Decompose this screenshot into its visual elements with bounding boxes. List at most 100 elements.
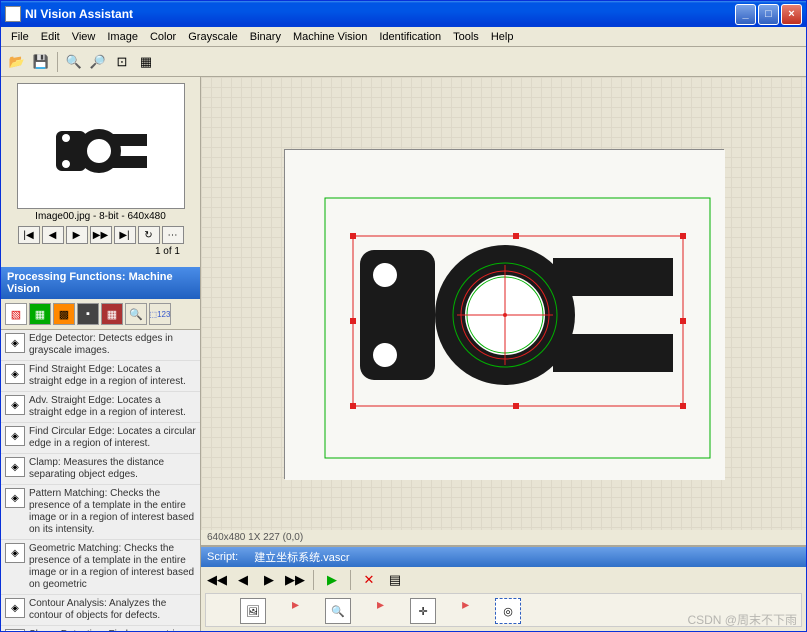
window-title: NI Vision Assistant: [25, 7, 733, 21]
function-icon: ◈: [5, 488, 25, 508]
script-prev-icon[interactable]: ◀◀: [206, 569, 228, 591]
app-icon: [5, 6, 21, 22]
function-desc: Find Straight Edge: Locates a straight e…: [29, 364, 196, 388]
function-item[interactable]: ◈Find Circular Edge: Locates a circular …: [1, 423, 200, 454]
script-back-icon[interactable]: ◀: [232, 569, 254, 591]
cat-icon-3[interactable]: ▩: [53, 303, 75, 325]
menu-grayscale[interactable]: Grayscale: [182, 29, 244, 45]
step-icon: ◎: [495, 598, 521, 624]
app-window: NI Vision Assistant _ □ × File Edit View…: [0, 0, 807, 632]
script-delete-icon[interactable]: ✕: [358, 569, 380, 591]
cat-icon-7[interactable]: ⬚123: [149, 303, 171, 325]
open-icon[interactable]: 📂: [6, 51, 28, 73]
menu-color[interactable]: Color: [144, 29, 182, 45]
cat-icon-4[interactable]: ▪: [77, 303, 99, 325]
menu-binary[interactable]: Binary: [244, 29, 287, 45]
function-item[interactable]: ◈Shape Detection: Finds geometric shapes…: [1, 626, 200, 631]
function-icon: ◈: [5, 598, 25, 618]
zoom-fit-icon[interactable]: ⊡: [111, 51, 133, 73]
script-step[interactable]: 🖼 Original Image: [214, 598, 292, 627]
function-icon: ◈: [5, 364, 25, 384]
menu-tools[interactable]: Tools: [447, 29, 485, 45]
function-icon: ◈: [5, 426, 25, 446]
function-item[interactable]: ◈Edge Detector: Detects edges in graysca…: [1, 330, 200, 361]
cat-icon-2[interactable]: ▦: [29, 303, 51, 325]
function-desc: Clamp: Measures the distance separating …: [29, 457, 196, 481]
cat-icon-5[interactable]: ▦: [101, 303, 123, 325]
menu-help[interactable]: Help: [485, 29, 520, 45]
nav-first-icon[interactable]: |◀: [18, 226, 40, 244]
script-step[interactable]: ◎ Find Circular Edge 1: [469, 598, 547, 627]
page-indicator: 1 of 1: [7, 244, 194, 261]
script-step[interactable]: 🔍 Pattern Matching 1: [299, 598, 377, 627]
menu-machine-vision[interactable]: Machine Vision: [287, 29, 373, 45]
thumbnail-label: Image00.jpg - 8-bit - 640x480: [7, 211, 194, 222]
watermark: CSDN @周末不下雨: [687, 611, 797, 628]
script-toolbar: ◀◀ ◀ ▶ ▶▶ ▶ ✕ ▤: [201, 567, 806, 593]
step-arrow-icon: ▸: [377, 596, 384, 613]
function-list[interactable]: ◈Edge Detector: Detects edges in graysca…: [1, 330, 200, 631]
script-header: Script: 建立坐标系统.vascr: [201, 547, 806, 567]
step-arrow-icon: ▸: [292, 596, 299, 613]
nav-prev-icon[interactable]: ◀: [42, 226, 64, 244]
script-step[interactable]: ✛ Set Coordinate System 1: [384, 598, 462, 627]
cat-icon-6[interactable]: 🔍: [125, 303, 147, 325]
step-arrow-icon: ▸: [462, 596, 469, 613]
menu-identification[interactable]: Identification: [373, 29, 447, 45]
function-icon: ◈: [5, 457, 25, 477]
function-item[interactable]: ◈Contour Analysis: Analyzes the contour …: [1, 595, 200, 626]
toolbar: 📂 💾 🔍 🔎 ⊡ ▦: [1, 47, 806, 77]
zoom-out-icon[interactable]: 🔎: [87, 51, 109, 73]
step-icon: 🔍: [325, 598, 351, 624]
step-label: Set Coordinate System 1: [384, 626, 462, 627]
function-desc: Geometric Matching: Checks the presence …: [29, 543, 196, 591]
titlebar: NI Vision Assistant _ □ ×: [1, 1, 806, 27]
function-icon: ◈: [5, 395, 25, 415]
step-label: Original Image: [214, 626, 292, 627]
zoom-in-icon[interactable]: 🔍: [63, 51, 85, 73]
save-icon[interactable]: 💾: [30, 51, 52, 73]
function-desc: Pattern Matching: Checks the presence of…: [29, 488, 196, 536]
maximize-button[interactable]: □: [758, 4, 779, 25]
script-run-icon[interactable]: ▶: [321, 569, 343, 591]
menu-edit[interactable]: Edit: [35, 29, 66, 45]
workspace: Image00.jpg - 8-bit - 640x480 |◀ ◀ ▶ ▶▶ …: [1, 77, 806, 631]
zoom-1x-icon[interactable]: ▦: [135, 51, 157, 73]
function-item[interactable]: ◈Clamp: Measures the distance separating…: [1, 454, 200, 485]
step-icon: 🖼: [240, 598, 266, 624]
close-button[interactable]: ×: [781, 4, 802, 25]
minimize-button[interactable]: _: [735, 4, 756, 25]
function-item[interactable]: ◈Pattern Matching: Checks the presence o…: [1, 485, 200, 540]
function-item[interactable]: ◈Find Straight Edge: Locates a straight …: [1, 361, 200, 392]
step-label: Find Circular Edge 1: [469, 626, 547, 627]
nav-last-icon[interactable]: ▶|: [114, 226, 136, 244]
function-item[interactable]: ◈Geometric Matching: Checks the presence…: [1, 540, 200, 595]
menu-file[interactable]: File: [5, 29, 35, 45]
nav-loop-icon[interactable]: ↻: [138, 226, 160, 244]
category-icons: ▧ ▦ ▩ ▪ ▦ 🔍 ⬚123: [1, 299, 200, 330]
status-bar: 640x480 1X 227 (0,0): [201, 530, 806, 545]
function-item[interactable]: ◈Adv. Straight Edge: Locates a straight …: [1, 392, 200, 423]
thumbnail-image[interactable]: [17, 83, 185, 209]
script-label: Script:: [207, 551, 238, 563]
menu-view[interactable]: View: [66, 29, 102, 45]
function-desc: Adv. Straight Edge: Locates a straight e…: [29, 395, 196, 419]
image-view[interactable]: [284, 149, 724, 479]
script-fwd-icon[interactable]: ▶: [258, 569, 280, 591]
nav-play-icon[interactable]: ▶: [66, 226, 88, 244]
right-panel: Acquire Images Browse Images Process Ima…: [201, 77, 806, 631]
cat-icon-1[interactable]: ▧: [5, 303, 27, 325]
functions-header: Processing Functions: Machine Vision: [1, 267, 200, 299]
step-icon: ✛: [410, 598, 436, 624]
function-desc: Contour Analysis: Analyzes the contour o…: [29, 598, 196, 622]
step-label: Pattern Matching 1: [299, 626, 377, 627]
nav-next-icon[interactable]: ▶▶: [90, 226, 112, 244]
thumbnail-area: Image00.jpg - 8-bit - 640x480 |◀ ◀ ▶ ▶▶ …: [1, 77, 200, 267]
script-name: 建立坐标系统.vascr: [254, 549, 349, 565]
thumbnail-nav: |◀ ◀ ▶ ▶▶ ▶| ↻ ⋯: [7, 226, 194, 244]
menu-image[interactable]: Image: [101, 29, 144, 45]
script-last-icon[interactable]: ▶▶: [284, 569, 306, 591]
script-edit-icon[interactable]: ▤: [384, 569, 406, 591]
left-panel: Image00.jpg - 8-bit - 640x480 |◀ ◀ ▶ ▶▶ …: [1, 77, 201, 631]
nav-more-icon[interactable]: ⋯: [162, 226, 184, 244]
